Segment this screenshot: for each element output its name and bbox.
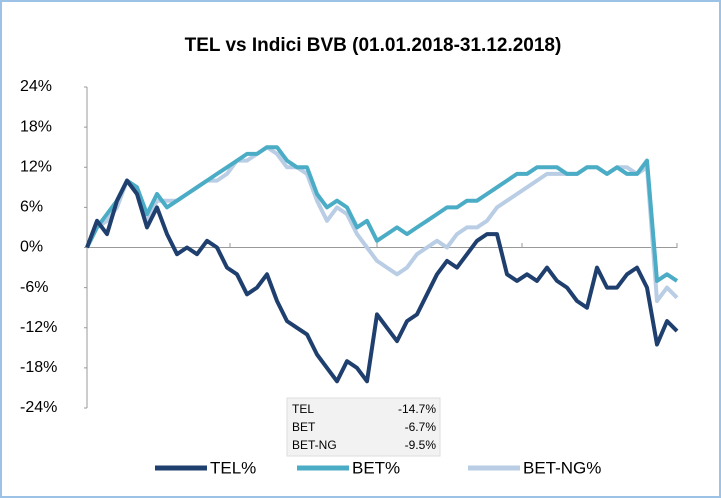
- table-label: BET-NG: [292, 438, 337, 452]
- legend-label: BET%: [352, 458, 400, 477]
- y-tick-label: 18%: [20, 118, 52, 135]
- table-value: -6.7%: [405, 420, 437, 434]
- series-line: [85, 178, 679, 384]
- y-tick-label: 24%: [20, 78, 52, 95]
- y-tick-label: 0%: [20, 239, 43, 256]
- y-tick-label: 12%: [20, 158, 52, 175]
- table-label: BET: [292, 420, 316, 434]
- table-value: -9.5%: [405, 438, 437, 452]
- legend-label: TEL%: [210, 458, 256, 477]
- y-tick-label: -18%: [20, 359, 57, 376]
- y-tick-label: -6%: [20, 279, 48, 296]
- table-value: -14.7%: [398, 402, 436, 416]
- summary-table: [286, 397, 441, 457]
- y-tick-label: -12%: [20, 319, 57, 336]
- table-label: TEL: [292, 402, 314, 416]
- y-tick-label: -24%: [20, 399, 57, 416]
- chart-title: TEL vs Indici BVB (01.01.2018-31.12.2018…: [185, 35, 562, 56]
- legend-label: BET-NG%: [523, 458, 601, 477]
- series-line: [85, 145, 679, 283]
- y-tick-label: 6%: [20, 199, 43, 216]
